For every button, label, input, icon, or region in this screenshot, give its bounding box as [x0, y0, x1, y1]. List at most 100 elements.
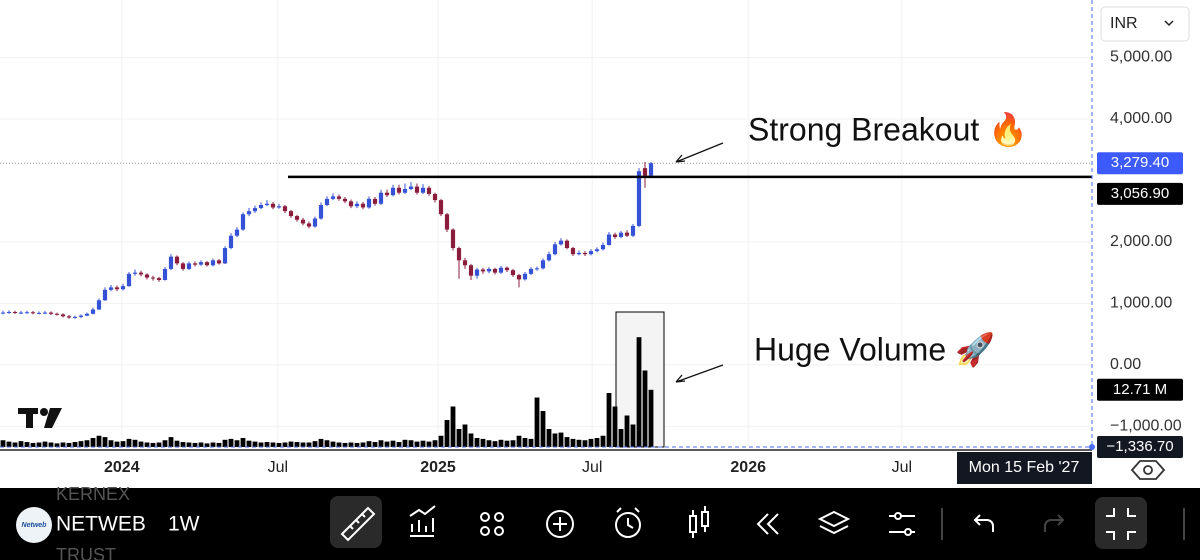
- volume-bar: [180, 442, 186, 447]
- toolbar-icons: [330, 496, 1185, 549]
- layers-tool[interactable]: [817, 510, 851, 535]
- y-tick-label: 2,000.00: [1110, 233, 1172, 250]
- volume-bar: [246, 440, 252, 447]
- layout-tool[interactable]: [480, 512, 504, 536]
- candle-body: [90, 309, 96, 314]
- volume-bar: [240, 438, 246, 447]
- candle-body: [528, 268, 534, 274]
- volume-bar: [408, 440, 414, 447]
- candle-body: [594, 249, 600, 252]
- candle-body: [204, 262, 210, 266]
- volume-bar: [636, 337, 642, 447]
- volume-bar: [6, 441, 12, 447]
- crosshair-dot: [1089, 444, 1095, 450]
- volume-bar: [150, 442, 156, 447]
- volume-label-box: [1097, 378, 1183, 401]
- volume-bar: [84, 440, 90, 447]
- volume-bar: [12, 442, 18, 447]
- symbol[interactable]: NETWEB: [56, 513, 146, 536]
- candle-body: [6, 311, 12, 313]
- candle-body: [24, 312, 30, 314]
- volume-bar: [582, 440, 588, 447]
- candle-body: [78, 315, 84, 317]
- chart-type-tool[interactable]: [689, 506, 709, 538]
- volume-bar: [36, 442, 42, 447]
- dropdown-caret: [1164, 20, 1174, 27]
- tool-active-bg: [330, 496, 382, 548]
- candle-body: [336, 196, 342, 199]
- candle-body: [558, 240, 564, 245]
- candle-body: [144, 274, 150, 278]
- candle-body: [186, 263, 192, 269]
- y-tick-label: 5,000.00: [1110, 49, 1172, 66]
- candle-body: [408, 186, 414, 190]
- volume-bar: [222, 439, 228, 447]
- x-tick-label: Jul: [268, 459, 288, 476]
- candle-body: [318, 205, 324, 219]
- volume-bar: [24, 442, 30, 447]
- settings-tool[interactable]: [889, 512, 915, 536]
- volume-bar: [384, 441, 390, 447]
- undo-tool[interactable]: [973, 514, 994, 532]
- candle-body: [426, 187, 432, 194]
- volume-bar: [534, 397, 540, 447]
- candle-body: [252, 208, 258, 212]
- candle-body: [456, 248, 462, 261]
- volume-bar: [168, 437, 174, 447]
- volume-bar: [144, 442, 150, 447]
- volume-bar: [198, 442, 204, 447]
- replay-tool[interactable]: [756, 513, 779, 535]
- interval[interactable]: 1W: [168, 513, 200, 536]
- x-tick-label: Jul: [892, 459, 912, 476]
- volume-bar: [432, 440, 438, 447]
- volume-bar: [396, 442, 402, 447]
- volume-bar: [522, 438, 528, 447]
- candle-body: [360, 203, 366, 208]
- candle-body: [108, 287, 114, 290]
- redo-tool[interactable]: [1044, 514, 1065, 532]
- candle-body: [468, 265, 474, 276]
- indicators-tool[interactable]: [409, 505, 436, 537]
- symbol-logo[interactable]: [16, 507, 52, 543]
- candle-body: [294, 216, 300, 220]
- candle-body: [0, 312, 6, 314]
- candle-body: [522, 273, 528, 280]
- candle-body: [390, 187, 396, 196]
- candle-body: [648, 163, 654, 176]
- candle-body: [414, 186, 420, 193]
- annotation: Huge Volume 🚀: [754, 331, 995, 367]
- volume-bar: [354, 442, 360, 447]
- volume-bar: [564, 437, 570, 447]
- candle-body: [84, 313, 90, 316]
- volume-bar: [0, 440, 6, 447]
- hline-label: 3,056.90: [1111, 185, 1169, 202]
- candle-body: [162, 268, 168, 281]
- candle-body: [216, 260, 222, 264]
- candle-body: [180, 263, 186, 269]
- candle-body: [420, 187, 426, 193]
- volume-bar: [270, 442, 276, 447]
- candle-body: [276, 206, 282, 208]
- candle-body: [12, 311, 18, 313]
- candle-body: [138, 272, 144, 275]
- candle-body: [258, 205, 264, 209]
- settings-button[interactable]: [1130, 460, 1166, 480]
- volume-bar: [366, 441, 372, 447]
- currency-dropdown[interactable]: [1100, 6, 1190, 42]
- alert-tool[interactable]: [615, 507, 641, 538]
- volume-bar: [372, 442, 378, 447]
- candle-body: [126, 273, 132, 287]
- volume-bar: [498, 439, 504, 447]
- add-tool[interactable]: [546, 510, 574, 538]
- candle-body: [618, 232, 624, 237]
- ticker-faded: TRUST: [56, 545, 116, 560]
- fullscreen-tool[interactable]: [1106, 508, 1136, 540]
- volume-bar: [114, 441, 120, 447]
- volume-bar: [252, 441, 258, 447]
- candle-body: [402, 189, 408, 193]
- y-tick-label: 0.00: [1110, 356, 1141, 373]
- crosshair-price-box: [1097, 436, 1183, 458]
- ruler-tool[interactable]: [340, 506, 376, 542]
- crosshair-date: Mon 15 Feb '27: [969, 459, 1080, 476]
